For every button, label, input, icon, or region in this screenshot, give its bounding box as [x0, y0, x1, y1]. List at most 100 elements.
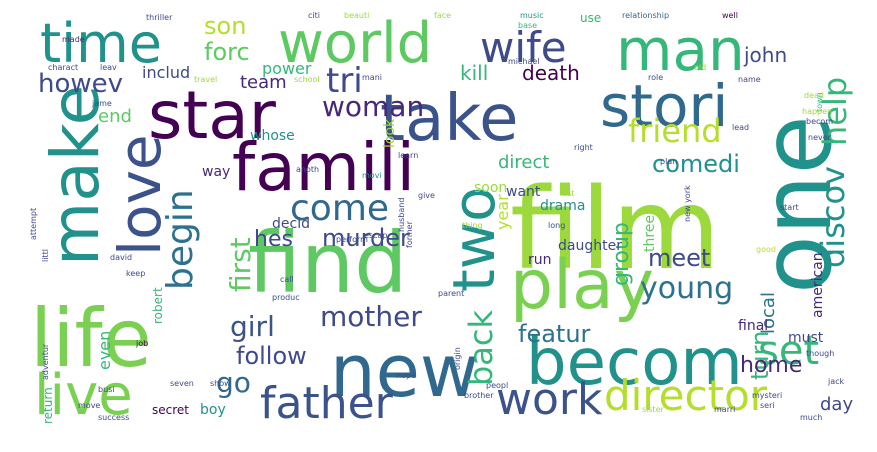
word-mani: mani: [362, 73, 382, 82]
word-adventur: adventur: [41, 343, 50, 380]
word-move: move: [78, 401, 100, 410]
word-role: role: [648, 73, 663, 82]
word-back: back: [462, 309, 500, 386]
word-stori: stori: [600, 72, 728, 140]
word-return: return: [41, 387, 55, 424]
word-school: school: [294, 75, 320, 84]
word-old: old: [694, 63, 706, 72]
word-face: face: [434, 11, 451, 20]
word-work: work: [496, 374, 603, 425]
word-girl: girl: [230, 310, 275, 343]
word-set: set: [758, 328, 819, 374]
word-michael: michael: [508, 57, 540, 66]
word-origin: origin: [453, 347, 462, 370]
word-love: love: [106, 134, 174, 256]
word-nope: nope: [396, 371, 416, 380]
word-help: help: [816, 77, 854, 146]
word-call: call: [280, 275, 294, 284]
word-good: good: [756, 245, 776, 254]
word-take: take: [380, 82, 518, 156]
word-includ: includ: [142, 63, 190, 82]
word-team: team: [240, 72, 287, 93]
word-new: new: [330, 329, 479, 413]
word-day: day: [820, 394, 853, 415]
word-seven: seven: [170, 379, 194, 388]
word-start: start: [780, 203, 799, 212]
word-direct: direct: [498, 152, 549, 173]
word-woman: woman: [322, 90, 424, 123]
word-star: star: [148, 77, 277, 154]
word-husband: husband: [397, 198, 406, 232]
word-citi: citi: [308, 11, 320, 20]
word-kill: kill: [460, 61, 488, 85]
word-daughter: daughter: [558, 238, 622, 254]
word-busi: busi: [98, 385, 115, 394]
word-begin: begin: [160, 189, 201, 290]
word-former: former: [405, 220, 414, 248]
word-three: three: [642, 215, 658, 252]
word-well: well: [722, 11, 738, 20]
word-power: power: [262, 59, 312, 78]
word-way: way: [202, 164, 230, 180]
word-run: run: [528, 252, 552, 268]
word-first: first: [224, 237, 257, 292]
word-keep: keep: [126, 269, 145, 278]
word-drama: drama: [540, 198, 585, 214]
word-town: town: [815, 92, 824, 112]
word-music: music: [520, 11, 544, 20]
word-find: find: [248, 214, 407, 312]
word-wife: wife: [480, 23, 567, 72]
word-parent: parent: [438, 289, 464, 298]
word-live: live: [34, 363, 133, 428]
word-seri: seri: [760, 401, 775, 410]
word-sister: sister: [642, 405, 665, 414]
word-peopl: peopl: [486, 381, 508, 390]
word-brother: brother: [464, 391, 494, 400]
word-thing: thing: [462, 221, 483, 230]
word-comedi: comedi: [652, 150, 740, 178]
word-show: show: [210, 379, 231, 388]
word-time: time: [40, 12, 162, 75]
word-jame: jame: [91, 99, 112, 108]
word-whose: whose: [250, 128, 295, 144]
word-year: year: [493, 194, 512, 230]
word-soon: soon: [474, 180, 507, 196]
word-final: final: [738, 318, 768, 334]
word-last: last: [560, 189, 574, 198]
word-death: death: [522, 61, 580, 85]
word-hes: hes: [254, 227, 293, 252]
word-long: long: [548, 221, 565, 230]
word-director: director: [604, 371, 768, 420]
word-world: world: [278, 11, 432, 76]
word-man: man: [616, 16, 745, 84]
word-escap: escap: [364, 231, 387, 240]
word-secret: secret: [152, 403, 189, 417]
word-father: father: [260, 378, 394, 429]
word-jack: jack: [827, 377, 845, 386]
word-produc: produc: [272, 293, 300, 302]
word-movi: movi: [362, 171, 382, 180]
word-use: use: [580, 11, 601, 25]
word-happen: happen: [802, 107, 832, 116]
word-charact: charact: [48, 63, 78, 72]
word-make: make: [37, 85, 114, 266]
word-attempt: attempt: [29, 208, 38, 240]
word-david: david: [110, 253, 132, 262]
word-play: play: [510, 246, 654, 325]
word-home: home: [740, 353, 802, 378]
word-new-york: new york: [683, 185, 692, 222]
word-leav: leav: [100, 63, 117, 72]
word-beauti: beauti: [344, 11, 369, 20]
word-life: life: [30, 292, 152, 385]
word-relationship: relationship: [622, 11, 669, 20]
word-dead: dead: [804, 91, 824, 100]
word-two: two: [440, 186, 508, 292]
word-turn: turn: [746, 331, 774, 380]
word-look: look: [382, 118, 398, 148]
word-base: base: [518, 21, 537, 30]
word-name: name: [738, 75, 761, 84]
word-lead: lead: [732, 123, 749, 132]
word-learn: learn: [398, 151, 418, 160]
word-marri: marri: [714, 405, 735, 414]
